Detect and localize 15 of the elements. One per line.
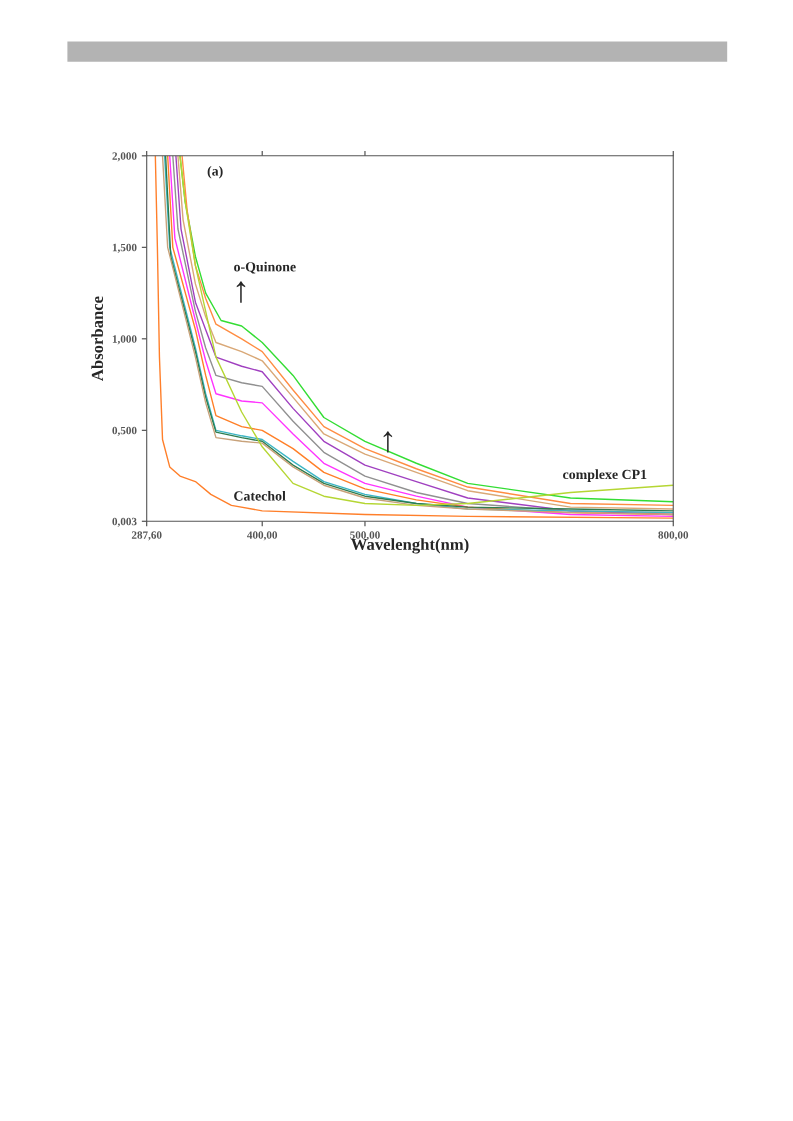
y-axis-title: Absorbance	[91, 296, 104, 381]
y-tick-label: 0,003	[112, 517, 137, 527]
annotation: (a)	[207, 165, 223, 179]
x-tick-label: 287,60	[131, 531, 162, 541]
annotation: ↑	[383, 431, 393, 453]
annotation: o-Quinone	[234, 261, 296, 274]
y-tick-label: 1,000	[112, 335, 137, 345]
annotation: ↑	[236, 281, 246, 303]
x-tick-label: 400,00	[247, 531, 278, 541]
x-tick-label: 800,00	[658, 531, 689, 541]
y-tick-label: 0,500	[112, 426, 137, 436]
y-tick-label: 1,500	[112, 243, 137, 253]
annotation: Catechol	[234, 490, 286, 501]
annotation: complexe CP1	[563, 469, 647, 482]
y-tick-label: 2,000	[112, 152, 137, 162]
